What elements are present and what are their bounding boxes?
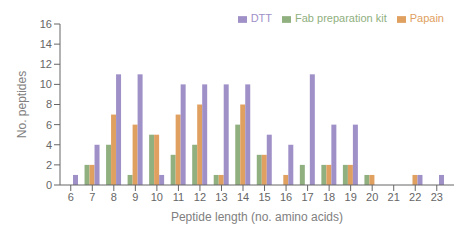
svg-text:20: 20 bbox=[366, 191, 378, 203]
html-text:Papain: Papain bbox=[409, 12, 444, 24]
svg-text:15: 15 bbox=[258, 191, 270, 203]
svg-text:7: 7 bbox=[89, 191, 95, 203]
svg-text:2: 2 bbox=[46, 159, 52, 171]
svg-text:23: 23 bbox=[431, 191, 443, 203]
svg-text:22: 22 bbox=[409, 191, 421, 203]
svg-text:6: 6 bbox=[46, 119, 52, 131]
svg-text:Peptide length (no. amino acid: Peptide length (no. amino acids) bbox=[171, 210, 343, 224]
svg-text:8: 8 bbox=[111, 191, 117, 203]
html-text:Fab preparation kit: Fab preparation kit bbox=[295, 12, 387, 24]
svg-text:10: 10 bbox=[151, 191, 163, 203]
svg-text:8: 8 bbox=[46, 98, 52, 110]
html-text:DTT: DTT bbox=[250, 12, 272, 24]
svg-text:6: 6 bbox=[68, 191, 74, 203]
svg-text:19: 19 bbox=[345, 191, 357, 203]
svg-text:16: 16 bbox=[40, 18, 52, 30]
svg-text:16: 16 bbox=[280, 191, 292, 203]
svg-text:9: 9 bbox=[132, 191, 138, 203]
svg-text:No. peptides: No. peptides bbox=[15, 71, 29, 138]
svg-text:21: 21 bbox=[388, 191, 400, 203]
svg-text:12: 12 bbox=[194, 191, 206, 203]
svg-text:0: 0 bbox=[46, 179, 52, 191]
svg-text:12: 12 bbox=[40, 58, 52, 70]
svg-text:18: 18 bbox=[323, 191, 335, 203]
svg-text:11: 11 bbox=[173, 191, 184, 203]
svg-text:4: 4 bbox=[46, 139, 52, 151]
svg-text:13: 13 bbox=[215, 191, 227, 203]
svg-text:14: 14 bbox=[237, 191, 249, 203]
svg-text:17: 17 bbox=[301, 191, 313, 203]
svg-text:10: 10 bbox=[40, 78, 52, 90]
svg-text:14: 14 bbox=[40, 38, 52, 50]
